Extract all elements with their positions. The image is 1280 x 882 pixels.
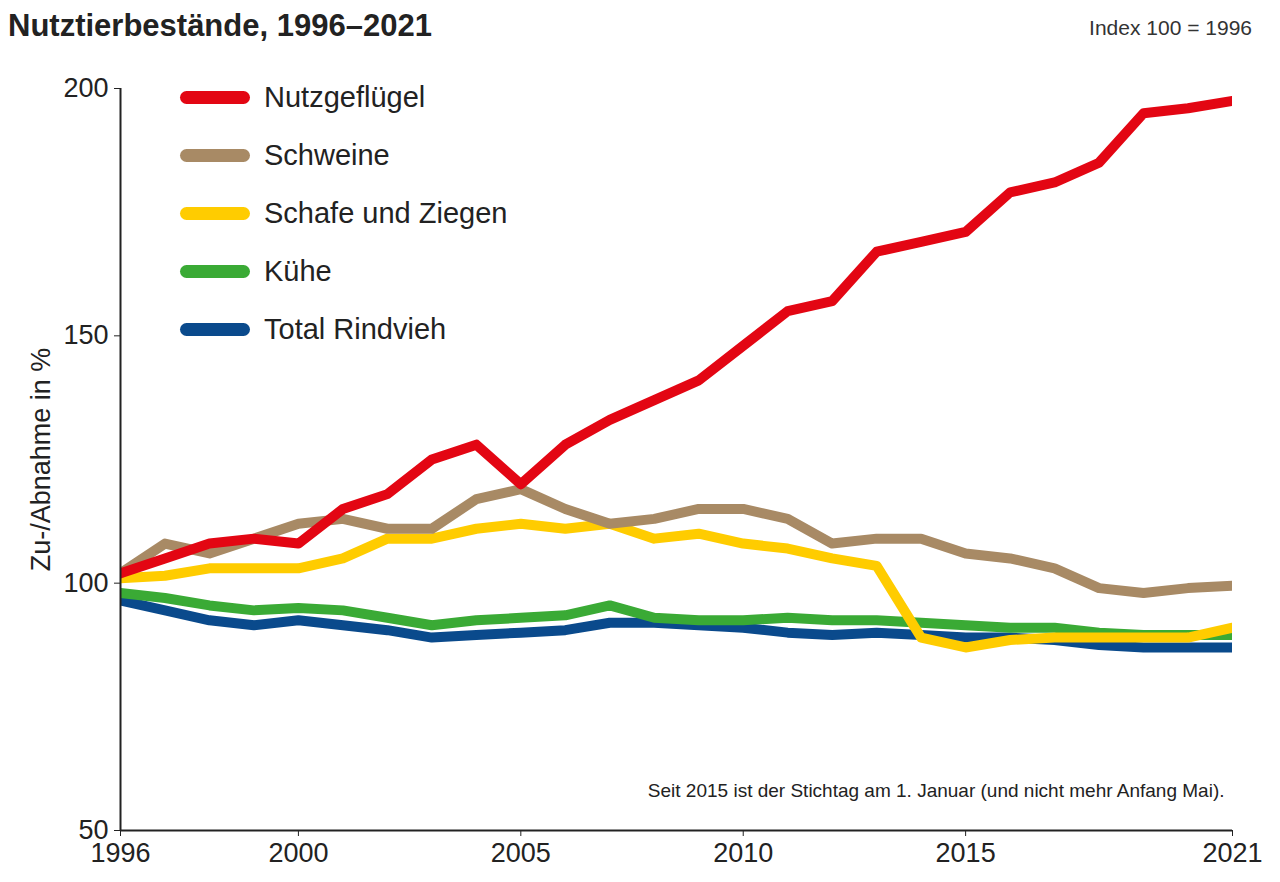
html-text:Index 100 = 1996: Index 100 = 1996 bbox=[1089, 16, 1252, 39]
html-text:Nutztierbestände, 1996–2021: Nutztierbestände, 1996–2021 bbox=[8, 8, 432, 43]
svg-text:150: 150 bbox=[63, 320, 108, 350]
html-text:Schafe und Ziegen: Schafe und Ziegen bbox=[264, 196, 508, 229]
svg-text:Zu-/Abnahme in %: Zu-/Abnahme in % bbox=[26, 348, 56, 572]
svg-text:2021: 2021 bbox=[1202, 838, 1262, 868]
svg-text:Seit 2015 ist der Stichtag am: Seit 2015 ist der Stichtag am 1. Januar … bbox=[648, 780, 1225, 801]
svg-text:200: 200 bbox=[63, 73, 108, 103]
svg-text:2015: 2015 bbox=[936, 838, 996, 868]
svg-text:1996: 1996 bbox=[90, 838, 150, 868]
svg-text:2005: 2005 bbox=[491, 838, 551, 868]
html-text:Schweine: Schweine bbox=[264, 138, 390, 171]
svg-text:100: 100 bbox=[63, 568, 108, 598]
svg-text:50: 50 bbox=[78, 815, 109, 846]
svg-text:2010: 2010 bbox=[713, 838, 773, 868]
html-text:Kühe: Kühe bbox=[264, 254, 332, 287]
html-text:Nutzgeflügel: Nutzgeflügel bbox=[264, 80, 426, 113]
svg-text:2000: 2000 bbox=[268, 838, 328, 868]
html-text:Total Rindvieh: Total Rindvieh bbox=[264, 312, 447, 345]
